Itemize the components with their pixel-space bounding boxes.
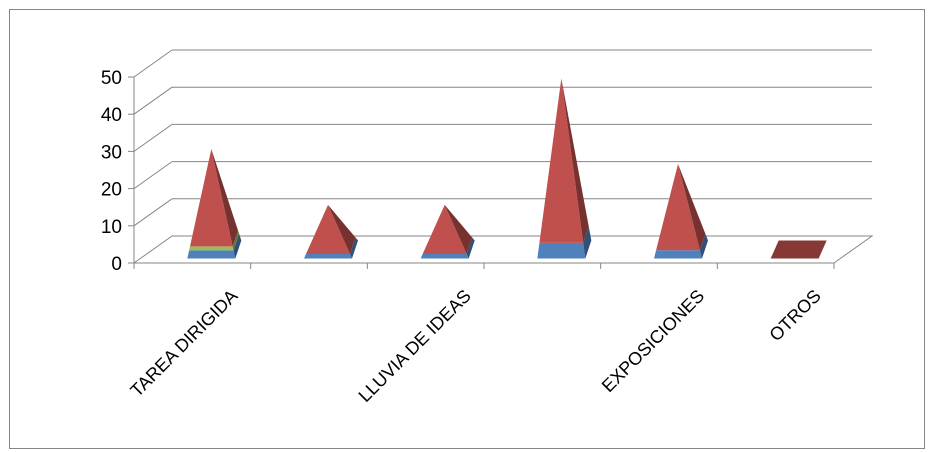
x-category-label: TAREA DIRIGIDA — [126, 286, 241, 401]
side-gridline — [133, 86, 173, 115]
pyramid-segment-front — [656, 163, 700, 251]
floor-outline — [133, 235, 874, 264]
pyramid-segment-front — [539, 78, 584, 243]
pyramid-segment-front — [654, 250, 702, 259]
pyramid-segment-side — [678, 163, 706, 251]
x-category-label: LLUVIA DE IDEAS — [355, 286, 475, 406]
pyramid-segment-front — [187, 250, 236, 259]
side-gridline — [133, 49, 173, 78]
pyramid-segment-front — [304, 254, 352, 259]
pyramid-segment-front — [422, 204, 467, 255]
x-category-label: OTROS — [765, 286, 824, 345]
chart-gridlines — [133, 49, 872, 227]
pyramid-segment-side — [328, 204, 356, 255]
side-gridline — [133, 198, 173, 227]
y-tick-label: 10 — [101, 217, 122, 238]
chart-frame — [9, 9, 925, 449]
pyramid-segment-side — [350, 237, 358, 259]
pyramid-segment-side — [561, 78, 589, 243]
pyramid-segment-side — [699, 233, 708, 259]
side-gridline — [133, 161, 173, 190]
chart-pyramids — [187, 78, 827, 259]
pyramid-segment-front — [537, 242, 586, 259]
pyramid-segment-front — [420, 254, 469, 259]
chart-axes — [128, 76, 835, 269]
pyramid-segment-side — [233, 233, 242, 259]
pyramid-segment-front — [190, 149, 233, 247]
y-tick-label: 20 — [101, 180, 122, 201]
pyramid-segment-side — [466, 237, 475, 259]
y-tick-label: 0 — [111, 254, 122, 275]
pyramid-segment-side — [444, 204, 473, 255]
y-tick-label: 50 — [101, 68, 122, 89]
pyramid-segment-side — [583, 226, 592, 259]
pyramid-mark-zero — [770, 240, 827, 259]
y-tick-label: 40 — [101, 105, 122, 126]
pyramid-segment-front — [189, 246, 234, 251]
y-axis-tick-labels: 0 10 20 30 40 50 — [101, 68, 122, 275]
side-gridline — [133, 123, 173, 152]
pyramid-segment-front — [306, 204, 350, 255]
y-tick-label: 30 — [101, 142, 122, 163]
x-category-label: EXPOSICIONES — [598, 286, 708, 396]
chart-walls — [133, 235, 874, 264]
pyramid-segment-side — [232, 230, 240, 251]
pyramid-segment-side — [211, 149, 238, 247]
x-axis-category-labels: TAREA DIRIGIDA LLUVIA DE IDEAS EXPOSICIONE… — [126, 286, 824, 406]
